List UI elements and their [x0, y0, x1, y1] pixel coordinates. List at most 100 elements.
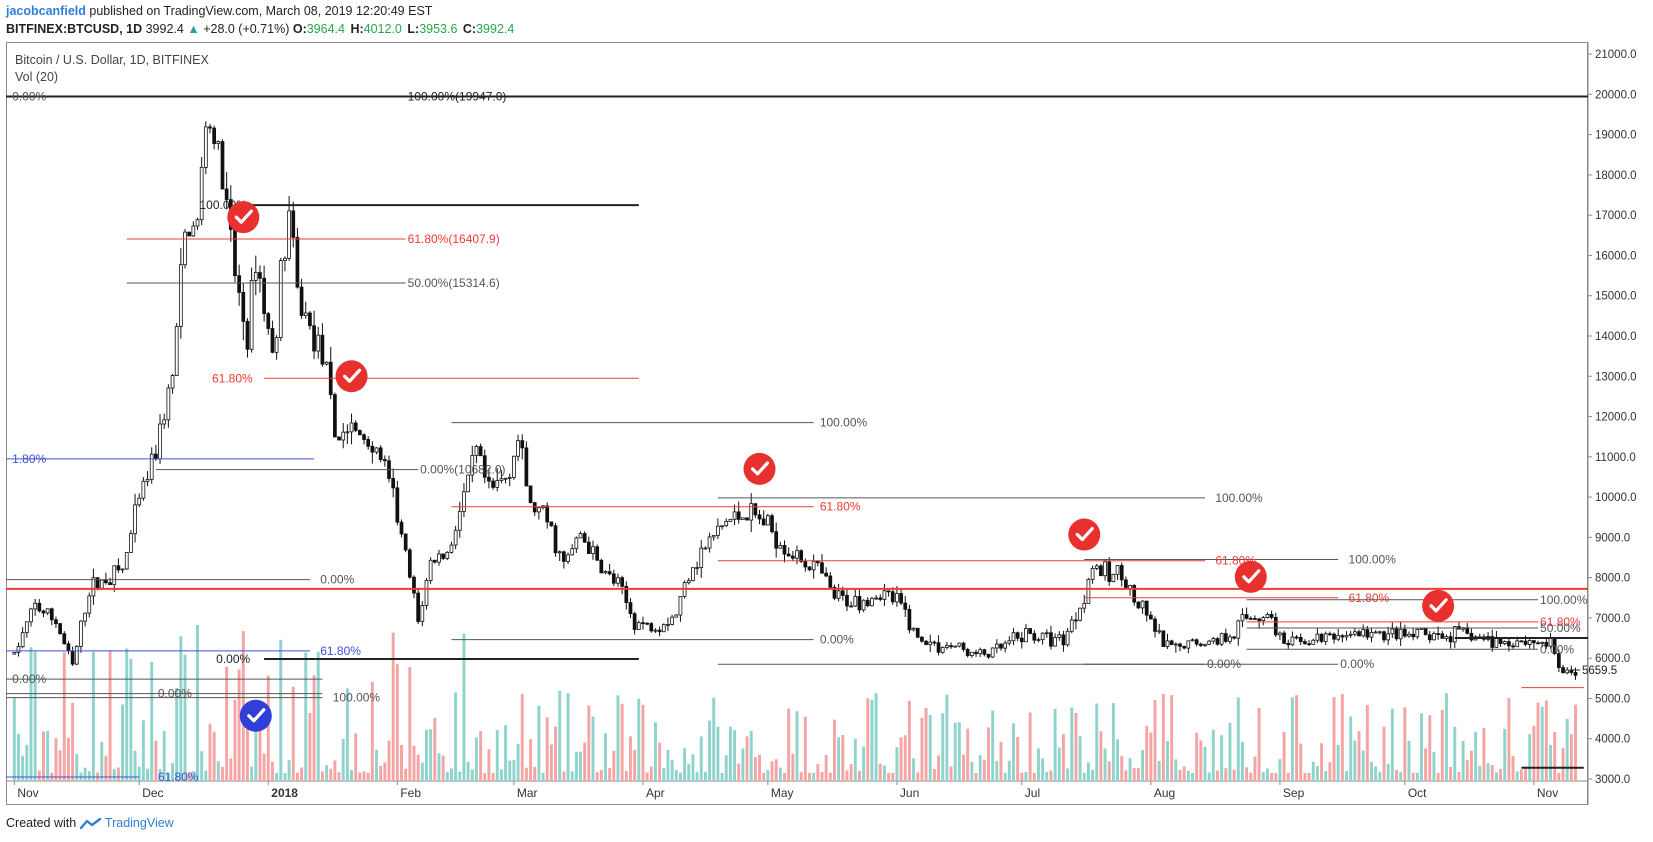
red-check-icon[interactable] [743, 452, 776, 485]
volume-bar [258, 730, 262, 781]
volume-bar [624, 771, 628, 781]
volume-bar [1332, 697, 1336, 781]
candle-body [949, 645, 953, 648]
time-axis[interactable]: Nov Dec 2018 Feb Mar Apr May Jun Jul Aug Sep Oct Nov [13, 781, 1558, 800]
candle-body [191, 225, 196, 237]
candle-body [432, 559, 437, 563]
volume-bar [695, 772, 699, 781]
candle-body [624, 585, 629, 603]
candle-body [670, 616, 674, 625]
check-markers[interactable] [227, 201, 1455, 732]
candle-body [362, 434, 366, 440]
y-tick-label: 20000.0 [1595, 89, 1637, 101]
fib-annotations[interactable]: 100.00%(19947.0) 0.00% 100.00% 61.80%(16407… [6, 89, 1588, 784]
candle-body [441, 553, 445, 559]
volume-bar [270, 761, 274, 781]
close-label: C: [462, 22, 477, 36]
red-check-icon[interactable] [1234, 560, 1267, 593]
candle-body [1248, 617, 1253, 620]
x-tick-label: Apr [646, 786, 665, 800]
volume-bar [150, 661, 154, 781]
volume-bar [158, 769, 162, 781]
red-check-icon[interactable] [227, 201, 260, 234]
volume-bar [970, 761, 974, 781]
volume-bar [812, 772, 816, 781]
candle-body [1348, 633, 1353, 636]
volume-bar [1374, 766, 1378, 781]
candle-body [403, 533, 408, 551]
candle-body [1377, 631, 1382, 634]
x-tick-label: Dec [142, 786, 163, 800]
candle-body [129, 533, 133, 553]
volume-bar [1482, 727, 1486, 781]
candle-body [1253, 618, 1257, 620]
candle-body [1028, 628, 1032, 634]
red-check-icon[interactable] [335, 360, 368, 393]
volume-bar [1436, 772, 1440, 781]
candle-body [91, 577, 96, 597]
blue-check-icon[interactable] [239, 699, 272, 732]
candle-body [1165, 640, 1170, 647]
fib-level-label: 61.80% [320, 644, 361, 658]
tradingview-link[interactable]: TradingView [104, 816, 174, 830]
volume-bar [1091, 769, 1095, 781]
price-axis[interactable]: 21000.0 20000.0 19000.0 18000.0 17000.0 16000… [1588, 49, 1637, 786]
candle-body [1557, 653, 1561, 668]
candle-body [262, 277, 266, 314]
y-tick-label: 18000.0 [1595, 170, 1637, 182]
volume-bar [945, 694, 949, 781]
volume-bar [487, 749, 491, 781]
author-link[interactable]: jacobcanfield [6, 4, 86, 18]
volume-bar [495, 729, 499, 781]
volume-bar [345, 688, 349, 781]
candle-body [1194, 639, 1199, 645]
red-check-icon[interactable] [1422, 589, 1455, 622]
volume-bar [221, 766, 224, 781]
volume-bar [429, 729, 433, 781]
volume-bar [1224, 768, 1228, 781]
volume-bar [1561, 747, 1565, 781]
candle-body [982, 649, 987, 655]
volume-bar [1474, 731, 1478, 781]
volume-bar [1390, 708, 1394, 781]
candle-body [237, 275, 241, 293]
volume-bar [66, 737, 70, 781]
volume-bar [1403, 707, 1407, 781]
candle-body [757, 514, 762, 520]
candle-body [1240, 614, 1245, 622]
volume-bar [279, 639, 283, 781]
volume-bar [562, 771, 566, 781]
red-check-icon[interactable] [1068, 518, 1101, 551]
close-value: 3992.4 [476, 22, 515, 36]
candle-body [424, 580, 429, 606]
candle-body [786, 553, 791, 557]
candle-body [453, 529, 458, 546]
candle-body [249, 279, 254, 350]
volume-bar [437, 753, 441, 781]
volume-bar [616, 695, 620, 781]
candle-body [728, 518, 733, 522]
candle-body [241, 291, 246, 322]
candle-body [578, 533, 583, 539]
candle-body [774, 531, 779, 549]
volume-bar [641, 704, 645, 781]
volume-bar [932, 769, 936, 781]
volume-bar [795, 711, 799, 781]
volume-bar [1345, 771, 1348, 781]
candle-body [1269, 614, 1274, 618]
volume-bar [749, 730, 753, 781]
volume-bar [924, 707, 928, 781]
volume-bar [870, 699, 874, 781]
candle-body [903, 602, 908, 610]
volume-bar [633, 749, 637, 781]
candle-body [924, 640, 928, 646]
volume-bar [1136, 768, 1140, 781]
fib-level-label: 0.00% [12, 89, 46, 103]
candle-body [1361, 629, 1366, 637]
candle-body [1215, 638, 1220, 645]
candle-body [133, 504, 137, 535]
volume-bar [579, 751, 582, 781]
candle-body [586, 541, 591, 554]
volume-bar [762, 772, 766, 781]
